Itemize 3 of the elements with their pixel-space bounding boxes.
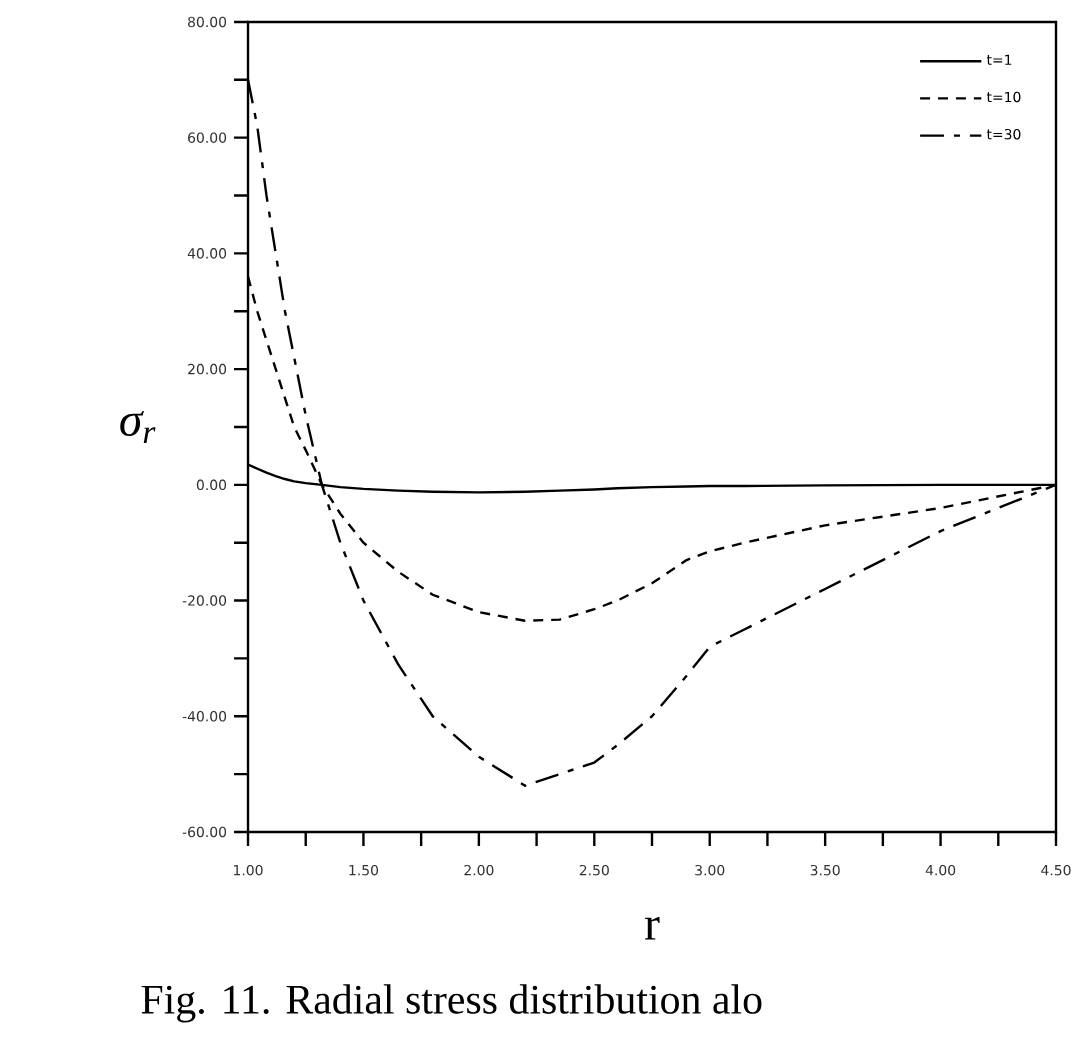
y-axis-title: σ$_{r}$ [120, 410, 156, 444]
caption: Fig. 11. Radial stress distribution alo [141, 984, 762, 1023]
x-axis-title: r [645, 917, 660, 940]
